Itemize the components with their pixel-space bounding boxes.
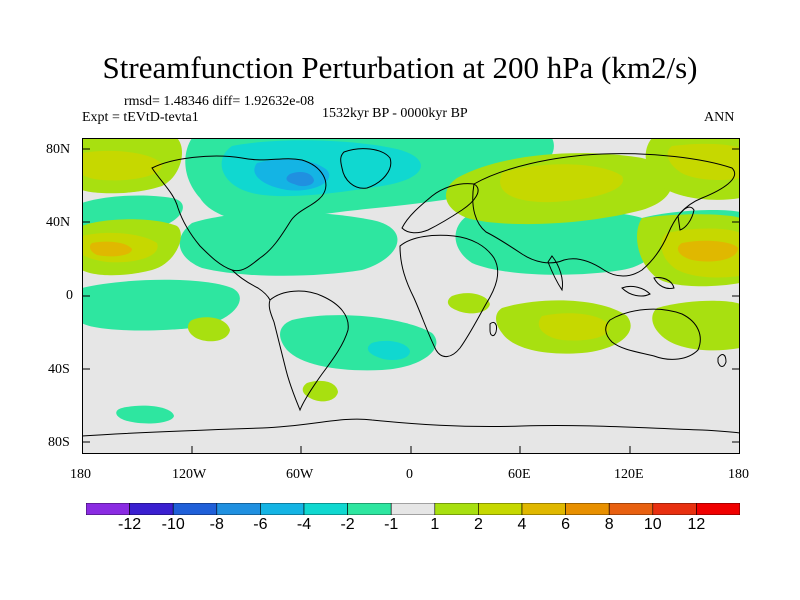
colorbar-label: -1 [384, 516, 399, 533]
colorbar-swatch [521, 503, 566, 515]
lon-label-60w: 60W [286, 467, 314, 482]
colorbar-label: 2 [473, 516, 483, 533]
lon-label-60e: 60E [508, 467, 531, 482]
lat-label-40s: 40S [48, 362, 70, 377]
stats-label: rmsd= 1.48346 diff= 1.92632e-08 [124, 94, 315, 109]
period-label: 1532kyr BP - 0000kyr BP [322, 106, 468, 121]
lat-label-0: 0 [66, 288, 73, 303]
colorbar-label: -8 [209, 516, 224, 533]
colorbar-label: 4 [517, 516, 527, 533]
colorbar-swatch [216, 503, 261, 515]
colorbar-label: 6 [561, 516, 571, 533]
lon-label-180-east: 180 [728, 467, 749, 482]
colorbar-label: -10 [161, 516, 185, 533]
lon-label-0: 0 [406, 467, 413, 482]
colorbar-swatch [303, 503, 348, 515]
colorbar-label: -12 [118, 516, 142, 533]
colorbar-label: -4 [296, 516, 312, 533]
lon-label-120e: 120E [614, 467, 644, 482]
colorbar-swatch [390, 503, 436, 515]
colorbar-swatch [565, 503, 610, 515]
colorbar-swatch [478, 503, 523, 515]
colorbar-label: 8 [604, 516, 614, 533]
map-title: Streamfunction Perturbation at 200 hPa (… [102, 50, 698, 85]
lat-label-80s: 80S [48, 435, 70, 450]
colorbar-swatch [608, 503, 654, 515]
lon-label-180-west: 180 [70, 467, 91, 482]
lat-label-40n: 40N [46, 215, 71, 230]
colorbar-label: -6 [253, 516, 268, 533]
coastlines [82, 148, 740, 437]
colorbar-label: -2 [340, 516, 355, 533]
axis-ticks [82, 148, 740, 454]
positive-anomaly-regions [82, 138, 740, 402]
colorbar-swatch [86, 503, 130, 515]
season-label: ANN [704, 110, 735, 125]
streamfunction-map [82, 138, 740, 454]
colorbar-swatch [696, 503, 740, 515]
colorbar-swatch [434, 503, 479, 515]
colorbar [86, 503, 740, 515]
colorbar-swatch [652, 503, 697, 515]
colorbar-label: 10 [643, 516, 662, 533]
colorbar-swatch [172, 503, 218, 515]
colorbar-swatch [129, 503, 174, 515]
colorbar-swatch [347, 503, 392, 515]
lat-label-80n: 80N [46, 142, 71, 157]
lon-label-120w: 120W [172, 467, 207, 482]
experiment-label: Expt = tEVtD-tevta1 [82, 110, 199, 125]
colorbar-label: 12 [687, 516, 706, 533]
colorbar-swatch [260, 503, 305, 515]
colorbar-label: 1 [430, 516, 440, 533]
